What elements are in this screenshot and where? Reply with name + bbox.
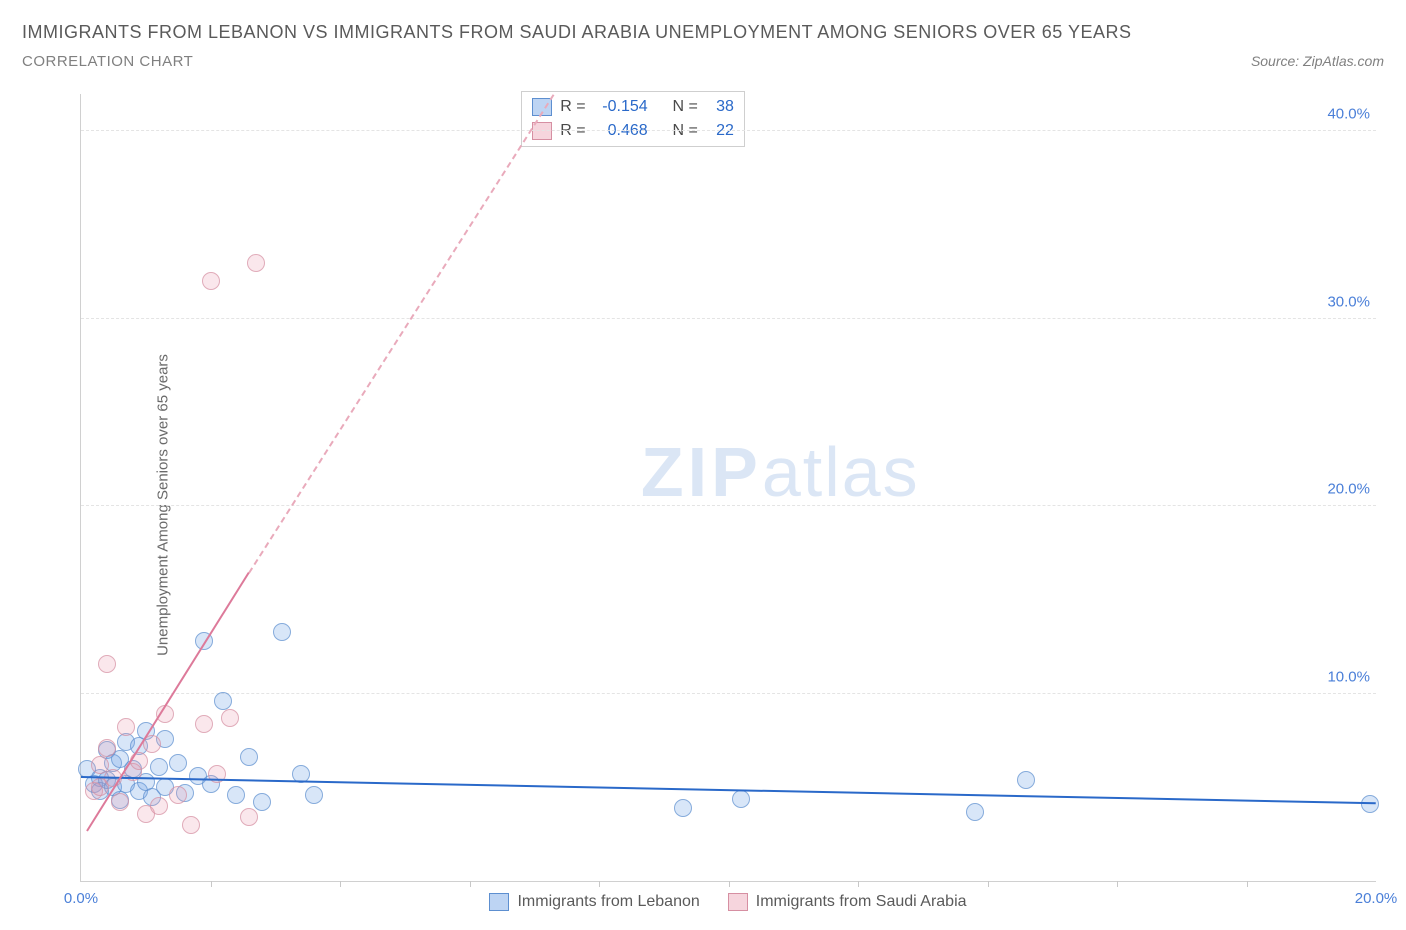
data-point (195, 715, 213, 733)
stat-r-value: -0.154 (594, 98, 648, 116)
data-point (202, 272, 220, 290)
data-point (240, 748, 258, 766)
gridline (81, 693, 1376, 694)
data-point (273, 623, 291, 641)
data-point (732, 790, 750, 808)
data-point (182, 816, 200, 834)
data-point (1017, 771, 1035, 789)
y-tick-label: 20.0% (1327, 481, 1370, 498)
stats-row: R = -0.154 N = 38 (532, 95, 734, 119)
legend-swatch (489, 893, 509, 911)
gridline (81, 505, 1376, 506)
data-point (221, 709, 239, 727)
chart-subtitle: CORRELATION CHART (22, 53, 193, 70)
trend-line (249, 94, 555, 573)
data-point (240, 808, 258, 826)
y-tick-label: 40.0% (1327, 106, 1370, 123)
data-point (98, 655, 116, 673)
data-point (247, 254, 265, 272)
data-point (214, 692, 232, 710)
legend: Immigrants from Lebanon Immigrants from S… (80, 884, 1376, 920)
chart-title: IMMIGRANTS FROM LEBANON VS IMMIGRANTS FR… (22, 18, 1384, 47)
stats-box: R =-0.154 N =38R =0.468 N =22 (521, 91, 745, 147)
watermark: ZIPatlas (641, 432, 920, 512)
source-citation: Source: ZipAtlas.com (1251, 53, 1384, 69)
data-point (674, 799, 692, 817)
data-point (150, 758, 168, 776)
gridline (81, 318, 1376, 319)
legend-item: Immigrants from Lebanon (489, 893, 699, 911)
y-tick-label: 30.0% (1327, 293, 1370, 310)
legend-swatch (728, 893, 748, 911)
data-point (111, 793, 129, 811)
legend-label: Immigrants from Saudi Arabia (756, 893, 967, 911)
data-point (966, 803, 984, 821)
data-point (117, 718, 135, 736)
legend-label: Immigrants from Lebanon (517, 893, 699, 911)
data-point (98, 739, 116, 757)
data-point (150, 797, 168, 815)
stat-n-value: 38 (706, 98, 734, 116)
data-point (169, 754, 187, 772)
y-tick-label: 10.0% (1327, 668, 1370, 685)
plot-region: ZIPatlas R =-0.154 N =38R =0.468 N =22 1… (80, 94, 1376, 882)
trend-line (81, 776, 1376, 804)
stat-r-label: R = (560, 98, 585, 116)
gridline (81, 130, 1376, 131)
data-point (305, 786, 323, 804)
legend-item: Immigrants from Saudi Arabia (728, 893, 967, 911)
data-point (227, 786, 245, 804)
stat-n-label: N = (673, 98, 698, 116)
data-point (169, 786, 187, 804)
chart-area: Unemployment Among Seniors over 65 years… (22, 90, 1384, 920)
data-point (253, 793, 271, 811)
